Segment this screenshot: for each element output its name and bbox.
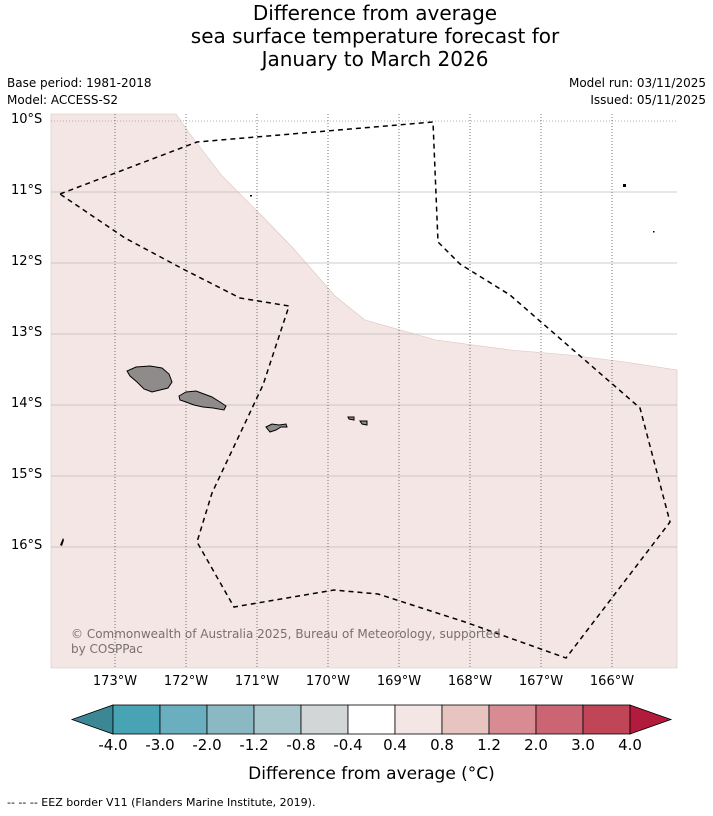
lon-label-172w: 172°W bbox=[163, 674, 209, 689]
colorbar-extend-high bbox=[629, 704, 673, 735]
colorbar-tick-3: -2.0 bbox=[192, 736, 222, 754]
issued-date: Issued: 05/11/2025 bbox=[590, 93, 706, 107]
colorbar-segment bbox=[253, 704, 302, 735]
colorbar-segment bbox=[300, 704, 349, 735]
eez-legend-note: -- -- -- EEZ border V11 (Flanders Marine… bbox=[7, 796, 316, 809]
colorbar-extend-low bbox=[70, 704, 114, 735]
colorbar-segment bbox=[582, 704, 631, 735]
sst-anomaly-region bbox=[50, 113, 678, 669]
colorbar-tick-12: 4.0 bbox=[618, 736, 642, 754]
base-period: Base period: 1981-2018 bbox=[7, 76, 152, 90]
lon-gridlines bbox=[114, 114, 613, 668]
title-line-3: January to March 2026 bbox=[261, 47, 489, 71]
land-tau bbox=[359, 420, 368, 426]
colorbar-tick-11: 3.0 bbox=[571, 736, 595, 754]
lon-label-167w: 167°W bbox=[518, 674, 564, 689]
land-islet-1 bbox=[250, 195, 252, 197]
copyright-note: © Commonwealth of Australia 2025, Bureau… bbox=[71, 627, 501, 656]
lat-label-15s: 15°S bbox=[11, 467, 43, 482]
colorbar-tick-4: -1.2 bbox=[239, 736, 269, 754]
colorbar-segment bbox=[394, 704, 443, 735]
lon-label-169w: 169°W bbox=[376, 674, 422, 689]
lon-label-171w: 171°W bbox=[234, 674, 280, 689]
lat-label-11s: 11°S bbox=[11, 183, 43, 198]
lat-label-13s: 13°S bbox=[11, 325, 43, 340]
land-upolu bbox=[178, 390, 227, 411]
colorbar-tick-7: 0.4 bbox=[383, 736, 407, 754]
lon-label-166w: 166°W bbox=[589, 674, 635, 689]
land-ofu bbox=[347, 416, 355, 421]
land-islet-3 bbox=[653, 231, 655, 233]
colorbar-tick-9: 1.2 bbox=[477, 736, 501, 754]
title-line-1: Difference from average bbox=[252, 1, 498, 25]
colorbar-segment bbox=[488, 704, 537, 735]
colorbar-title: Difference from average (°C) bbox=[248, 764, 495, 784]
colorbar-tick-2: -3.0 bbox=[145, 736, 175, 754]
colorbar bbox=[70, 704, 673, 735]
land-tutuila bbox=[265, 423, 288, 433]
colorbar-segment bbox=[112, 704, 161, 735]
eez-border bbox=[59, 121, 671, 659]
colorbar-tick-1: -4.0 bbox=[98, 736, 128, 754]
lon-label-170w: 170°W bbox=[305, 674, 351, 689]
lat-label-12s: 12°S bbox=[11, 254, 43, 269]
lat-label-10s: 10°S bbox=[11, 112, 43, 127]
colorbar-segment bbox=[441, 704, 490, 735]
title-line-2: sea surface temperature forecast for bbox=[190, 24, 560, 48]
lat-gridlines bbox=[51, 120, 677, 548]
lon-label-173w: 173°W bbox=[92, 674, 138, 689]
colorbar-tick-8: 0.8 bbox=[430, 736, 454, 754]
colorbar-segment bbox=[535, 704, 584, 735]
lat-label-16s: 16°S bbox=[11, 538, 43, 553]
lon-label-168w: 168°W bbox=[447, 674, 493, 689]
colorbar-tick-10: 2.0 bbox=[524, 736, 548, 754]
colorbar-tick-6: -0.4 bbox=[333, 736, 363, 754]
lat-label-14s: 14°S bbox=[11, 396, 43, 411]
land-islet-2 bbox=[623, 184, 626, 187]
colorbar-tick-5: -0.8 bbox=[286, 736, 316, 754]
colorbar-segment bbox=[347, 704, 396, 735]
land-islet-4 bbox=[60, 538, 64, 546]
colorbar-segment bbox=[206, 704, 255, 735]
model-run: Model run: 03/11/2025 bbox=[568, 76, 706, 90]
land-savaii bbox=[126, 365, 173, 393]
model-name: Model: ACCESS-S2 bbox=[7, 93, 119, 107]
colorbar-segment bbox=[159, 704, 208, 735]
